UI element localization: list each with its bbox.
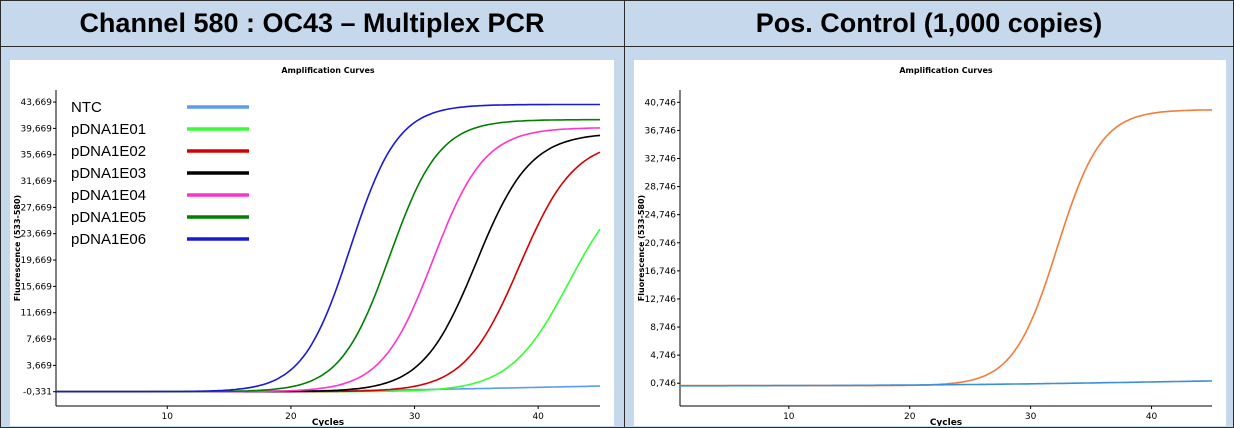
y-tick-label: 32,746 <box>645 154 677 164</box>
y-axis-label: Fluorescence (533-580) <box>637 195 646 301</box>
y-tick-label: 7,669 <box>26 335 52 345</box>
legend-label: NTC <box>71 99 102 116</box>
y-tick-label: 35,669 <box>21 151 53 161</box>
x-tick-label: 10 <box>162 412 174 422</box>
chart-background <box>634 60 1226 426</box>
y-tick-label: 36,746 <box>645 126 677 136</box>
x-axis-label: Cycles <box>312 418 344 426</box>
y-tick-label: 19,669 <box>21 256 53 266</box>
y-tick-label: 0,746 <box>650 379 676 389</box>
x-tick-label: 20 <box>285 412 297 422</box>
amplification-chart-multiplex: Amplification Curves -0,331 3,669 7,669 11,6… <box>10 60 614 426</box>
series-line-pdna1e06 <box>56 103 600 393</box>
x-tick-label: 40 <box>1146 412 1158 422</box>
legend-label: pDNA1E03 <box>71 165 146 182</box>
y-tick-label: 16,746 <box>645 267 677 277</box>
y-tick-label: 40,746 <box>645 98 677 108</box>
y-tick-label: 27,669 <box>21 203 53 213</box>
column-divider <box>624 0 625 428</box>
y-tick-label: 23,669 <box>21 230 53 240</box>
left-column-title: Channel 580 : OC43 – Multiplex PCR <box>79 8 545 38</box>
header-divider <box>0 46 1234 47</box>
legend-label: pDNA1E04 <box>71 187 146 204</box>
x-tick-label: 10 <box>783 412 795 422</box>
x-axis-label: Cycles <box>930 418 962 426</box>
x-tick-label: 40 <box>532 412 544 422</box>
chart-title: Amplification Curves <box>899 66 993 75</box>
y-axis-label: Fluorescence (533-580) <box>13 195 22 301</box>
legend-label: pDNA1E05 <box>71 209 146 226</box>
y-tick-label: 12,746 <box>645 295 677 305</box>
chart-title: Amplification Curves <box>281 66 375 75</box>
y-tick-label: 24,746 <box>645 211 677 221</box>
right-column-title: Pos. Control (1,000 copies) <box>755 8 1103 38</box>
y-tick-label: 4,746 <box>650 351 676 361</box>
y-tick-label: 31,669 <box>21 177 53 187</box>
y-tick-label: -0,331 <box>23 388 52 398</box>
x-tick-label: 30 <box>1025 412 1037 422</box>
y-tick-label: 3,669 <box>26 361 52 371</box>
y-tick-label: 39,669 <box>21 124 53 134</box>
series-line-series-2 <box>680 380 1212 387</box>
y-tick-label: 43,669 <box>21 98 53 108</box>
y-tick-label: 28,746 <box>645 183 677 193</box>
legend-label: pDNA1E01 <box>71 121 146 138</box>
legend-label: pDNA1E06 <box>71 231 146 248</box>
x-tick-label: 20 <box>904 412 916 422</box>
y-tick-label: 8,746 <box>650 323 676 333</box>
y-tick-label: 15,669 <box>21 282 53 292</box>
y-tick-label: 20,746 <box>645 239 677 249</box>
y-tick-label: 11,669 <box>21 309 53 319</box>
legend-label: pDNA1E02 <box>71 143 146 160</box>
amplification-chart-positive-control: Amplification Curves 0,746 4,746 8,746 12,74… <box>634 60 1226 426</box>
x-tick-label: 30 <box>409 412 421 422</box>
